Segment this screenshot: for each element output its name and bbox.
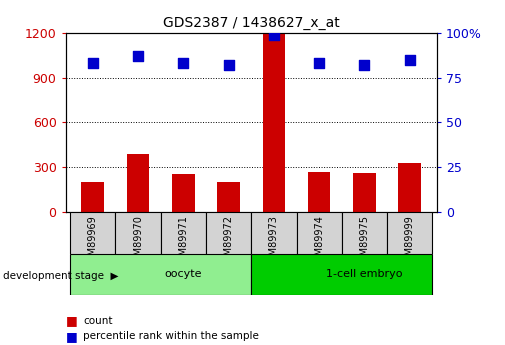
Point — [315, 60, 323, 66]
Text: GSM89969: GSM89969 — [88, 216, 98, 268]
Text: ■: ■ — [66, 314, 77, 327]
Text: GSM89971: GSM89971 — [178, 216, 188, 268]
Text: ■: ■ — [66, 330, 77, 343]
Bar — [342, 212, 387, 254]
Text: 1-cell embryo: 1-cell embryo — [326, 269, 402, 279]
Bar — [172, 174, 194, 212]
Bar — [387, 212, 432, 254]
Point — [406, 57, 414, 62]
Bar — [398, 163, 421, 212]
Text: GSM89972: GSM89972 — [224, 216, 234, 268]
Bar — [127, 154, 149, 212]
Bar — [70, 254, 251, 295]
Bar — [296, 212, 342, 254]
Bar — [251, 212, 296, 254]
Text: count: count — [83, 316, 113, 326]
Text: GSM89973: GSM89973 — [269, 216, 279, 268]
Bar — [206, 212, 251, 254]
Bar — [70, 212, 116, 254]
Bar — [161, 212, 206, 254]
Title: GDS2387 / 1438627_x_at: GDS2387 / 1438627_x_at — [163, 16, 339, 30]
Text: GSM89974: GSM89974 — [314, 216, 324, 268]
Text: oocyte: oocyte — [165, 269, 202, 279]
Text: GSM89970: GSM89970 — [133, 216, 143, 268]
Point — [134, 53, 142, 59]
Point — [270, 32, 278, 37]
Text: GSM89975: GSM89975 — [360, 216, 369, 268]
Bar — [251, 254, 432, 295]
Bar — [353, 172, 376, 212]
Point — [179, 60, 187, 66]
Point — [225, 62, 233, 68]
Bar — [308, 172, 330, 212]
Text: percentile rank within the sample: percentile rank within the sample — [83, 332, 259, 341]
Text: development stage  ▶: development stage ▶ — [3, 271, 118, 281]
Bar — [217, 181, 240, 212]
Point — [89, 60, 97, 66]
Bar — [81, 182, 104, 212]
Point — [361, 62, 369, 68]
Bar — [263, 34, 285, 212]
Text: GSM89999: GSM89999 — [405, 216, 415, 268]
Bar — [116, 212, 161, 254]
